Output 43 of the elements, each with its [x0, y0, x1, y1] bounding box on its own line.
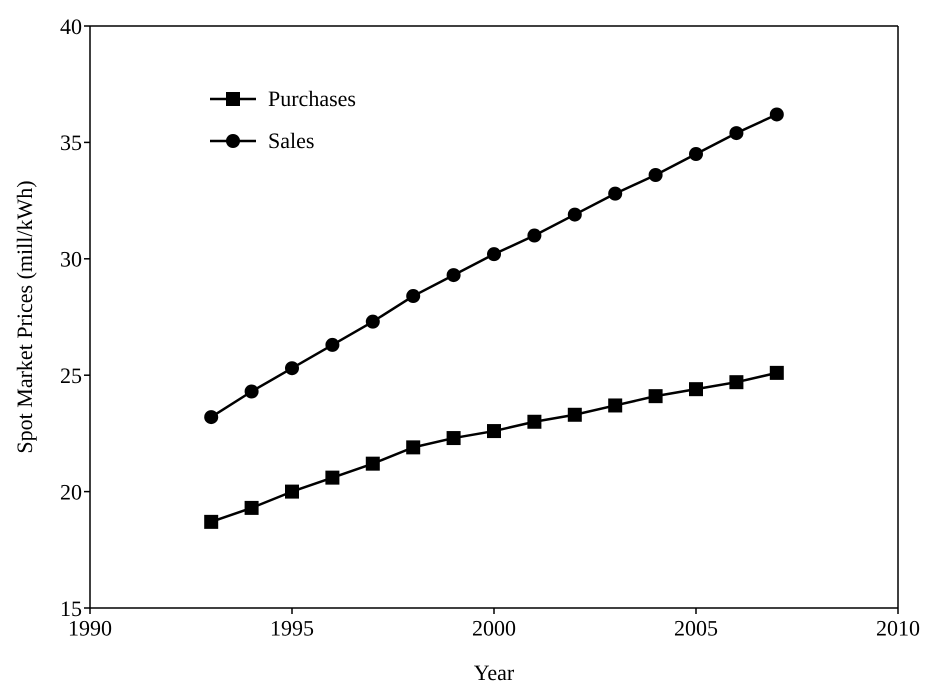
point	[244, 500, 259, 515]
point	[568, 408, 582, 422]
point	[487, 247, 501, 262]
point	[446, 431, 461, 446]
legend-label: Purchases	[268, 86, 356, 112]
point	[244, 384, 259, 398]
point	[204, 514, 218, 529]
y-tick-label: 25	[60, 363, 82, 388]
point	[608, 398, 622, 412]
y-tick-label: 40	[60, 14, 82, 39]
point	[689, 147, 703, 162]
point	[366, 456, 380, 471]
point	[487, 424, 501, 438]
y-tick-label: 30	[60, 246, 82, 272]
legend-label: Sales	[268, 128, 314, 154]
point	[770, 366, 784, 380]
y-tick-label: 35	[60, 130, 82, 156]
point	[689, 382, 703, 396]
x-axis-title: Year	[474, 660, 515, 685]
point	[204, 410, 218, 424]
x-tick-label: 2010	[876, 616, 920, 641]
y-tick-label: 20	[60, 479, 82, 504]
point	[285, 361, 299, 376]
point	[648, 389, 663, 404]
point	[770, 107, 784, 122]
x-tick-label: 2000	[472, 616, 516, 641]
point	[406, 289, 420, 304]
y-axis-title: Spot Market Prices (mill/kWh)	[12, 180, 37, 454]
point	[366, 314, 380, 329]
point	[729, 126, 744, 140]
point	[729, 375, 744, 390]
point	[285, 484, 299, 499]
point	[527, 414, 542, 429]
point	[446, 268, 461, 282]
point	[325, 338, 340, 352]
point	[325, 470, 340, 485]
point	[568, 208, 582, 222]
x-tick-label: 2005	[674, 616, 718, 641]
point	[527, 228, 542, 243]
point	[648, 168, 663, 182]
x-tick-label: 1995	[270, 616, 314, 641]
point	[608, 186, 622, 201]
point	[406, 440, 420, 454]
